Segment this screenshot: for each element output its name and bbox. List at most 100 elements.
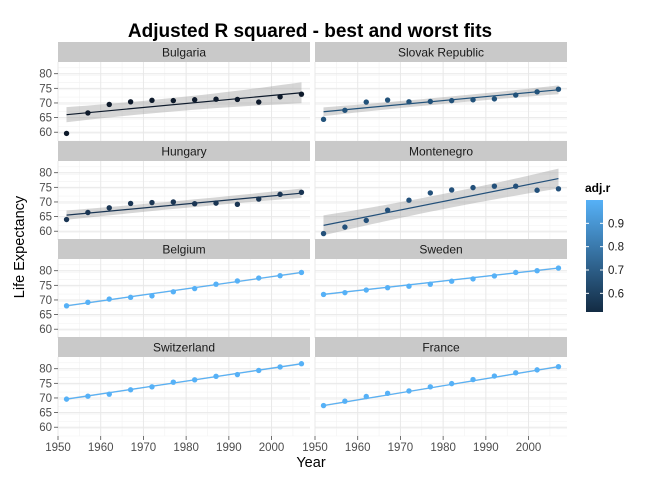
- data-point: [85, 209, 91, 216]
- facet-panel: Switzerland 60 65 70 75 80: [39, 337, 310, 437]
- x-tick-label: 1970: [131, 442, 157, 454]
- data-point: [363, 287, 369, 293]
- x-tick-label: 1960: [88, 442, 114, 454]
- confidence-band: [66, 82, 302, 123]
- facet-strip: [315, 42, 567, 62]
- y-tick-label: 60: [39, 422, 52, 434]
- data-point: [213, 200, 219, 206]
- data-point: [342, 398, 348, 404]
- data-point: [106, 101, 112, 108]
- grid-lines: [57, 161, 310, 241]
- x-axis: 1950 1960 1970 1980 1990 2000 1950 1960 1970 1980…: [45, 436, 541, 454]
- x-tick-label: 1970: [388, 442, 414, 454]
- data-point: [384, 390, 391, 396]
- data-point: [448, 187, 455, 193]
- data-point: [448, 380, 455, 387]
- data-point: [513, 92, 519, 98]
- legend-tick-label: 0.7: [608, 265, 624, 277]
- x-tick-label: 1990: [216, 442, 242, 454]
- fit-line: [66, 192, 302, 216]
- y-tick-label: 65: [39, 408, 52, 420]
- data-point: [342, 107, 348, 113]
- data-point: [491, 273, 498, 279]
- y-tick-label: 60: [39, 226, 52, 238]
- fit-line: [66, 363, 302, 400]
- data-point: [127, 387, 134, 393]
- data-point: [427, 190, 434, 196]
- data-point: [363, 393, 369, 400]
- data-point: [320, 291, 327, 298]
- data-point: [106, 296, 112, 302]
- data-point: [191, 377, 198, 383]
- data-point: [534, 367, 540, 373]
- y-tick-label: 75: [39, 280, 52, 292]
- grid-lines: [57, 259, 310, 339]
- facet-strip-label: Sweden: [419, 243, 462, 257]
- data-point: [342, 224, 348, 230]
- data-point: [491, 373, 498, 379]
- data-point: [149, 384, 155, 390]
- y-tick-label: 70: [39, 197, 52, 209]
- data-point: [534, 268, 540, 274]
- y-tick-label: 70: [39, 295, 52, 307]
- data-point: [384, 284, 391, 291]
- data-point: [149, 97, 155, 104]
- facet-strip-label: Montenegro: [409, 145, 473, 159]
- facet-strip: [58, 239, 310, 259]
- x-tick-label: 2000: [516, 442, 542, 454]
- data-point: [448, 97, 455, 104]
- data-point: [470, 97, 476, 103]
- y-tick-label: 80: [39, 69, 52, 81]
- y-axis-label: Life Expectancy: [12, 195, 28, 298]
- data-point: [256, 99, 262, 105]
- chart-title: Adjusted R squared - best and worst fits: [128, 21, 492, 42]
- data-point: [191, 201, 198, 207]
- data-point: [298, 361, 305, 367]
- x-tick-label: 1950: [45, 442, 71, 454]
- x-tick-label: 2000: [259, 442, 285, 454]
- legend-colorbar: [586, 200, 603, 312]
- data-point: [513, 269, 519, 276]
- facet-strip-label: Slovak Republic: [398, 46, 484, 60]
- data-point: [298, 91, 305, 97]
- data-point: [170, 379, 177, 385]
- data-point: [277, 191, 283, 198]
- x-tick-label: 1960: [345, 442, 371, 454]
- data-point: [470, 376, 476, 383]
- y-tick-label: 65: [39, 310, 52, 322]
- x-tick-label: 1990: [473, 442, 499, 454]
- data-point: [127, 294, 134, 301]
- data-point: [320, 230, 327, 237]
- data-point: [213, 96, 219, 102]
- data-point: [427, 98, 434, 105]
- data-point: [63, 130, 70, 137]
- fit-line: [323, 366, 559, 407]
- y-tick-label: 70: [39, 98, 52, 110]
- facet-strip: [315, 239, 567, 259]
- facet-strip-label: Bulgaria: [162, 46, 206, 60]
- facet-panel: Belgium 60 65 70 75 80: [39, 239, 310, 339]
- data-point: [170, 199, 177, 205]
- data-point: [191, 285, 198, 292]
- grid-lines: [57, 357, 310, 437]
- facet-panel: Hungary 60 65 70 75 80: [39, 141, 310, 241]
- data-point: [191, 97, 198, 103]
- facet-strip: [58, 42, 310, 62]
- data-point: [234, 201, 241, 208]
- data-point: [427, 281, 434, 287]
- data-point: [149, 293, 155, 299]
- facet-panel: Sweden: [314, 239, 567, 339]
- data-point: [170, 289, 177, 295]
- fit-line: [323, 177, 559, 226]
- data-point: [106, 391, 112, 397]
- data-point: [106, 205, 112, 211]
- data-point: [63, 396, 70, 402]
- data-point: [234, 371, 241, 378]
- x-tick-label: 1950: [302, 442, 328, 454]
- facet-strip: [315, 337, 567, 357]
- data-point: [406, 197, 412, 203]
- data-point: [234, 278, 241, 284]
- facet-strip-label: Hungary: [161, 145, 206, 159]
- facet-panel: Montenegro: [314, 141, 567, 241]
